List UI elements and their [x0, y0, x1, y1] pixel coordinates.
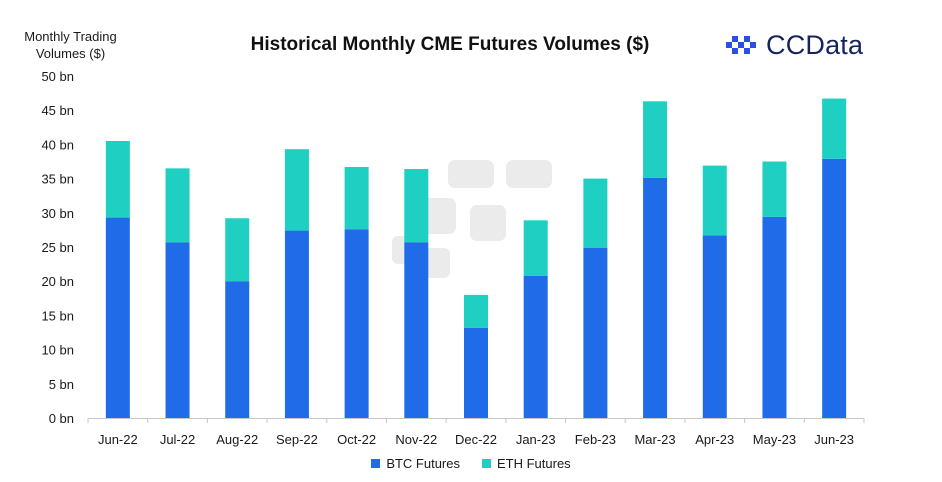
y-tick-label: 15 bn	[41, 308, 74, 323]
x-tick-label: Jul-22	[160, 432, 195, 447]
bar-btc-jun-22	[105, 217, 130, 418]
bar-btc-aug-22	[225, 281, 250, 418]
x-tick-label: Jun-23	[814, 432, 854, 447]
bar-btc-dec-22	[464, 327, 488, 418]
bar-eth-sep-22	[284, 149, 309, 231]
bar-eth-jul-22	[165, 168, 190, 243]
x-tick-label: Jun-22	[98, 432, 138, 447]
bar-btc-sep-22	[284, 230, 309, 418]
legend-swatch-btc	[371, 459, 381, 468]
y-tick-label: 35 bn	[41, 172, 74, 187]
bar-eth-apr-23	[702, 165, 727, 236]
brand-name: CCData	[766, 30, 864, 60]
bar-eth-aug-22	[225, 218, 250, 282]
x-tick-label: Dec-22	[455, 432, 497, 447]
bar-eth-nov-22	[404, 169, 429, 243]
ccdata-logo: CCData	[724, 30, 863, 61]
bar-eth-jun-23	[822, 98, 847, 159]
x-tick-label: Mar-23	[634, 432, 675, 447]
bar-eth-feb-23	[583, 178, 608, 248]
y-tick-label: 0 bn	[49, 411, 74, 426]
bar-eth-jan-23	[523, 220, 548, 276]
y-axis-title-line1: Monthly Trading	[24, 29, 117, 44]
legend-swatch-eth	[482, 459, 491, 468]
bar-btc-apr-23	[702, 235, 727, 418]
legend: BTC Futures ETH Futures	[0, 456, 942, 471]
ccdata-logo-icon	[726, 35, 756, 54]
y-axis-title: Monthly Trading Volumes ($)	[8, 28, 133, 62]
bar-btc-nov-22	[404, 242, 429, 418]
bar-btc-jan-23	[523, 275, 548, 418]
x-tick-label: Aug-22	[216, 432, 258, 447]
x-tick-label: Oct-22	[337, 432, 376, 447]
y-tick-label: 10 bn	[41, 343, 74, 358]
x-tick-label: May-23	[753, 432, 796, 447]
legend-item-eth: ETH Futures	[482, 456, 571, 471]
y-tick-label: 50 bn	[41, 69, 74, 84]
y-axis-title-line2: Volumes ($)	[35, 46, 106, 61]
bar-btc-jul-22	[165, 242, 190, 418]
x-tick-label: Sep-22	[276, 432, 318, 447]
bar-eth-mar-23	[643, 101, 668, 178]
x-tick-label: Nov-22	[395, 432, 437, 447]
bar-btc-jun-23	[822, 158, 847, 418]
bar-eth-jun-22	[105, 140, 130, 218]
bar-eth-dec-22	[464, 294, 488, 328]
y-tick-label: 45 bn	[41, 103, 74, 118]
chart-title: Historical Monthly CME Futures Volumes (…	[250, 34, 650, 55]
bar-btc-may-23	[762, 216, 787, 418]
y-tick-label: 30 bn	[41, 206, 74, 221]
x-tick-label: Jan-23	[516, 432, 556, 447]
bar-btc-mar-23	[643, 177, 668, 418]
legend-item-btc: BTC Futures	[371, 456, 460, 471]
bar-eth-oct-22	[344, 166, 369, 230]
y-tick-label: 25 bn	[41, 240, 74, 255]
x-tick-label: Feb-23	[575, 432, 616, 447]
legend-label-btc: BTC Futures	[386, 456, 460, 471]
bar-eth-may-23	[762, 161, 787, 217]
legend-label-eth: ETH Futures	[497, 456, 571, 471]
y-tick-label: 20 bn	[41, 274, 74, 289]
y-tick-label: 5 bn	[49, 377, 74, 392]
bar-btc-oct-22	[344, 229, 369, 418]
x-tick-label: Apr-23	[695, 432, 734, 447]
bar-btc-feb-23	[583, 247, 608, 418]
y-tick-label: 40 bn	[41, 137, 74, 152]
